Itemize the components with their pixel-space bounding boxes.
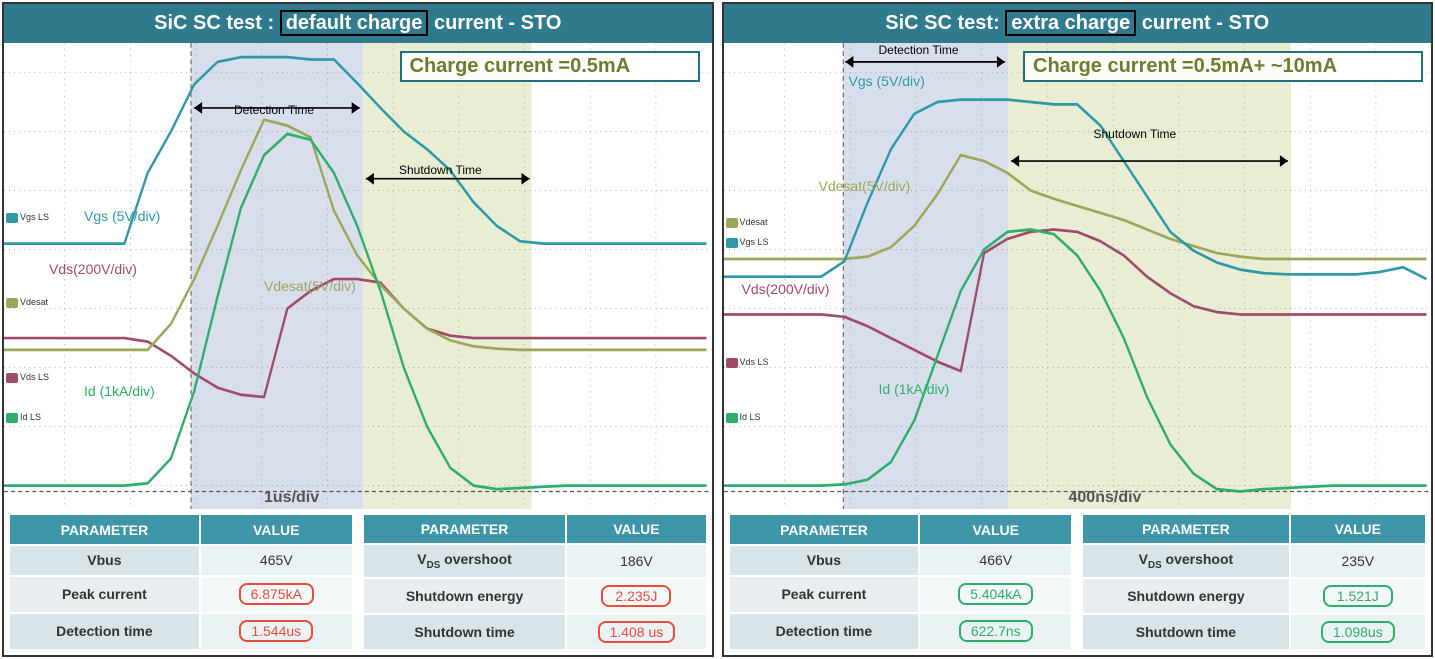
param-value: 5.404kA	[919, 576, 1072, 613]
channel-marker	[6, 413, 18, 423]
channel-label: Vds LS	[20, 372, 49, 382]
col-parameter: PARAMETER	[9, 514, 200, 545]
trace-label-id: Id (1kA/div)	[879, 381, 950, 397]
channel-marker	[6, 373, 18, 383]
param-name: Shutdown energy	[1082, 578, 1289, 614]
oscilloscope-plot: Vgs (5V/div) Vds(200V/div) Vdesat(5V/div) I…	[4, 43, 712, 509]
title-pre: SiC SC test :	[154, 12, 280, 34]
panel-default-charge: SiC SC test : default charge current - S…	[2, 2, 714, 657]
col-parameter: PARAMETER	[363, 514, 567, 544]
col-value: VALUE	[566, 514, 706, 544]
channel-label: Vds LS	[740, 357, 769, 367]
parameter-tables: PARAMETERVALUEVbus466VPeak current5.404k…	[724, 509, 1432, 655]
param-name: Vbus	[729, 545, 920, 576]
panel-extra-charge: SiC SC test: extra charge current - STOV…	[722, 2, 1434, 657]
detection-time-arrow-label: Detection Time	[879, 43, 959, 57]
param-value: 186V	[566, 544, 706, 578]
param-name: Peak current	[9, 576, 200, 613]
timebase-label: 1us/div	[264, 489, 319, 507]
param-value: 2.235J	[566, 578, 706, 614]
shutdown-time-arrow-label: Shutdown Time	[1094, 127, 1177, 141]
col-parameter: PARAMETER	[1082, 514, 1289, 544]
param-value: 1.544us	[200, 613, 353, 650]
parameter-tables: PARAMETERVALUEVbus465VPeak current6.875k…	[4, 509, 712, 655]
param-table-0: PARAMETERVALUEVbus466VPeak current5.404k…	[728, 513, 1074, 651]
col-value: VALUE	[919, 514, 1072, 545]
trace-label-vgs: Vgs (5V/div)	[849, 73, 925, 89]
channel-marker	[6, 298, 18, 308]
trace-label-vdesat: Vdesat(5V/div)	[264, 278, 356, 294]
channel-label: Vgs LS	[740, 237, 769, 247]
param-value: 235V	[1290, 544, 1426, 578]
param-name: Vbus	[9, 545, 200, 576]
param-name: Shutdown time	[1082, 614, 1289, 650]
oscilloscope-plot: Vgs (5V/div) Vds(200V/div) Vdesat(5V/div) I…	[724, 43, 1432, 509]
title-bar: SiC SC test : default charge current - S…	[4, 4, 712, 43]
channel-label: Vdesat	[20, 297, 48, 307]
param-value: 6.875kA	[200, 576, 353, 613]
shutdown-time-arrow-label: Shutdown Time	[399, 163, 482, 177]
trace-label-id: Id (1kA/div)	[84, 383, 155, 399]
param-value: 465V	[200, 545, 353, 576]
param-table-1: PARAMETERVALUEVDS overshoot186VShutdown …	[362, 513, 708, 651]
param-name: Detection time	[9, 613, 200, 650]
param-name: VDS overshoot	[1082, 544, 1289, 578]
param-value: 1.521J	[1290, 578, 1426, 614]
title-pre: SiC SC test:	[885, 12, 1005, 34]
title-boxed: default charge	[280, 10, 429, 36]
trace-label-vds: Vds(200V/div)	[49, 261, 137, 277]
param-value: 1.408 us	[566, 614, 706, 650]
channel-label: Id LS	[740, 412, 761, 422]
title-post: current - STO	[1136, 12, 1269, 34]
param-value: 466V	[919, 545, 1072, 576]
title-bar: SiC SC test: extra charge current - STO	[724, 4, 1432, 43]
charge-current-annotation: Charge current =0.5mA	[400, 51, 700, 82]
channel-label: Id LS	[20, 412, 41, 422]
param-value: 1.098us	[1290, 614, 1426, 650]
channel-marker	[726, 358, 738, 368]
detection-time-arrow-label: Detection Time	[234, 103, 314, 117]
param-table-1: PARAMETERVALUEVDS overshoot235VShutdown …	[1081, 513, 1427, 651]
channel-marker	[726, 413, 738, 423]
trace-label-vds: Vds(200V/div)	[742, 281, 830, 297]
title-post: current - STO	[428, 12, 561, 34]
channel-label: Vdesat	[740, 217, 768, 227]
param-name: Shutdown energy	[363, 578, 567, 614]
param-name: Detection time	[729, 613, 920, 650]
param-value: 622.7ns	[919, 613, 1072, 650]
timebase-label: 400ns/div	[1069, 489, 1142, 507]
title-boxed: extra charge	[1005, 10, 1136, 36]
param-name: Peak current	[729, 576, 920, 613]
col-value: VALUE	[200, 514, 353, 545]
param-name: VDS overshoot	[363, 544, 567, 578]
channel-marker	[726, 218, 738, 228]
channel-label: Vgs LS	[20, 212, 49, 222]
param-table-0: PARAMETERVALUEVbus465VPeak current6.875k…	[8, 513, 354, 651]
channel-marker	[726, 238, 738, 248]
trace-label-vgs: Vgs (5V/div)	[84, 208, 160, 224]
col-parameter: PARAMETER	[729, 514, 920, 545]
charge-current-annotation: Charge current =0.5mA+ ~10mA	[1023, 51, 1423, 82]
param-name: Shutdown time	[363, 614, 567, 650]
channel-marker	[6, 213, 18, 223]
col-value: VALUE	[1290, 514, 1426, 544]
trace-label-vdesat: Vdesat(5V/div)	[819, 178, 911, 194]
